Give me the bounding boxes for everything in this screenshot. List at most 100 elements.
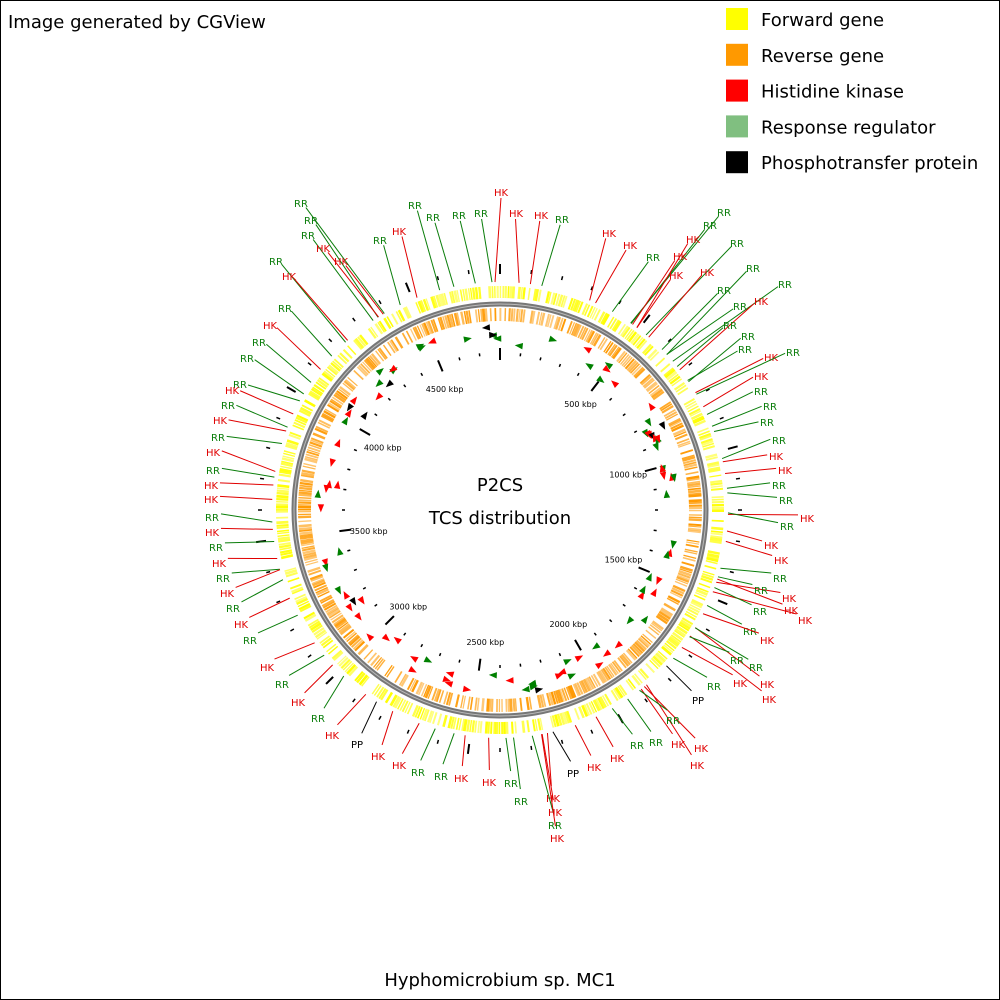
reverse-gene [616, 350, 626, 363]
reverse-gene [375, 350, 385, 362]
reverse-gene [299, 481, 313, 486]
feature-marker [656, 576, 663, 585]
forward-gene [663, 644, 674, 654]
reverse-gene [667, 595, 681, 604]
forward-gene [443, 292, 449, 305]
forward-gene [621, 326, 631, 338]
forward-gene [689, 603, 701, 611]
reverse-gene [304, 457, 318, 464]
reverse-gene [344, 631, 356, 641]
forward-gene [397, 698, 404, 710]
reverse-gene [313, 581, 326, 589]
reverse-gene [298, 489, 312, 493]
legend-label: Reverse gene [761, 46, 884, 67]
scale-tick [352, 698, 356, 703]
reverse-gene [425, 321, 433, 335]
feature-marker [325, 479, 332, 489]
reverse-gene [484, 308, 488, 322]
reverse-gene [394, 336, 404, 349]
feature-marker [602, 365, 611, 373]
forward-gene [687, 405, 699, 413]
reverse-gene [317, 590, 330, 598]
leader-line [687, 350, 738, 381]
forward-gene [617, 685, 626, 697]
forward-gene [586, 305, 594, 318]
forward-gene [707, 550, 720, 555]
reverse-gene [462, 695, 467, 709]
reverse-gene [554, 690, 562, 704]
reverse-gene [339, 625, 352, 636]
leader-line [361, 701, 377, 734]
feature-marker [505, 677, 514, 684]
leader-line [648, 275, 702, 338]
forward-gene [466, 719, 471, 732]
reverse-gene [673, 431, 687, 438]
forward-gene [688, 605, 700, 614]
forward-gene [537, 289, 542, 302]
inner-tick [593, 632, 597, 636]
feature-label: HK [213, 416, 228, 427]
inner-tick [420, 372, 424, 377]
forward-gene [471, 287, 476, 300]
reverse-gene [652, 390, 665, 401]
reverse-gene [343, 380, 356, 391]
forward-gene [560, 295, 566, 308]
feature-label: RR [733, 302, 747, 313]
reverse-gene [416, 325, 424, 338]
reverse-gene [300, 540, 314, 545]
forward-gene [704, 564, 717, 570]
reverse-gene [664, 411, 678, 420]
feature-marker [585, 363, 594, 371]
forward-gene [370, 326, 379, 338]
leader-line [722, 454, 768, 463]
reverse-gene [327, 403, 340, 413]
backbone-highlight [293, 303, 707, 717]
reverse-gene [642, 377, 654, 388]
forward-gene [526, 720, 530, 733]
feature-marker [658, 421, 666, 430]
reverse-gene [302, 551, 317, 557]
reverse-gene [687, 529, 701, 534]
feature-label: HK [671, 740, 686, 751]
forward-gene [478, 286, 482, 300]
reverse-gene [352, 639, 364, 650]
feature-label: HK [694, 744, 709, 755]
reverse-gene [680, 449, 694, 455]
leader-line [247, 384, 300, 402]
reverse-gene [302, 465, 316, 470]
reverse-gene [663, 602, 676, 612]
reverse-gene [339, 385, 351, 396]
feature-marker [602, 649, 612, 657]
feature-label: HK [733, 679, 748, 690]
reverse-gene [519, 697, 523, 711]
feature-label: HK [260, 663, 275, 674]
reverse-gene [649, 386, 662, 397]
forward-gene [276, 526, 289, 529]
reverse-gene [674, 433, 688, 441]
reverse-gene [676, 574, 690, 581]
forward-gene [339, 352, 350, 363]
reverse-gene [321, 412, 335, 421]
forward-gene [378, 687, 387, 700]
forward-gene [545, 291, 551, 304]
reverse-gene [353, 369, 364, 381]
reverse-gene [299, 484, 313, 488]
forward-gene [276, 523, 289, 527]
feature-label: HK [494, 188, 509, 199]
forward-gene [467, 288, 471, 301]
feature-marker [410, 655, 419, 663]
reverse-gene [623, 356, 633, 368]
forward-gene [688, 408, 701, 416]
forward-gene [661, 645, 672, 656]
forward-gene [322, 639, 334, 649]
forward-gene [471, 720, 476, 733]
feature-marker [650, 588, 657, 598]
forward-gene [664, 368, 676, 379]
forward-gene [294, 593, 306, 601]
reverse-gene [611, 347, 622, 360]
reverse-gene [508, 308, 511, 322]
forward-gene [280, 554, 294, 560]
forward-gene [592, 699, 601, 712]
reverse-gene [688, 525, 702, 528]
reverse-gene [581, 327, 589, 341]
